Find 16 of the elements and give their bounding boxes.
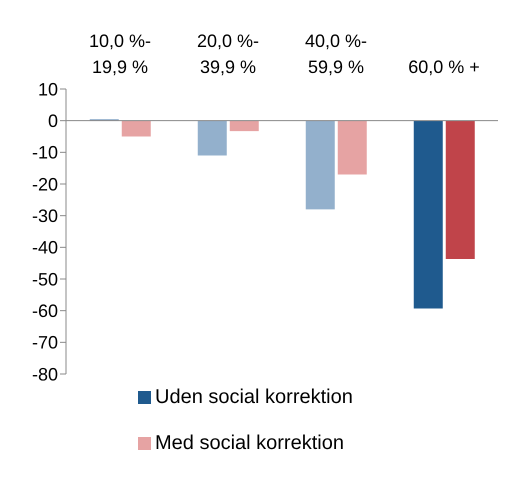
y-tick-label: 0 bbox=[48, 111, 58, 132]
y-tick-label: -60 bbox=[32, 301, 58, 322]
legend-label: Uden social korrektion bbox=[155, 386, 353, 408]
y-tick-label: -80 bbox=[32, 364, 58, 384]
y-tick-label: -10 bbox=[32, 142, 58, 163]
y-tick-label: -30 bbox=[32, 206, 58, 226]
y-tick-label: -70 bbox=[32, 332, 58, 353]
x-tick-label: 60,0 % + bbox=[408, 57, 480, 77]
y-tick-label: -50 bbox=[32, 269, 58, 290]
y-tick-label: -40 bbox=[32, 238, 58, 258]
x-tick-label: 10,0 %-19,9 % bbox=[88, 31, 152, 77]
x-tick-label: 20,0 %-39,9 % bbox=[196, 31, 260, 77]
y-tick-label: -20 bbox=[32, 174, 58, 194]
x-tick-label: 40,0 %-59,9 % bbox=[304, 31, 368, 77]
y-tick-label: 10 bbox=[38, 79, 58, 100]
legend-label: Med social korrektion bbox=[155, 432, 344, 454]
